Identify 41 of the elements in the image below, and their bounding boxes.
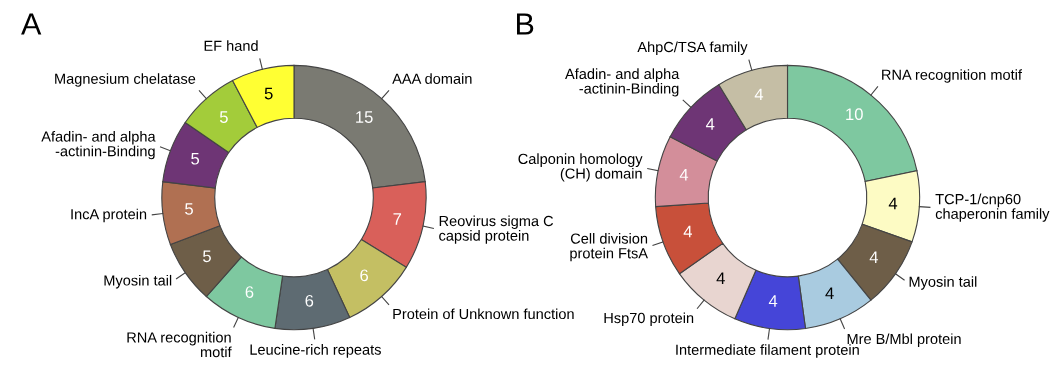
- slice-label: TCP-1/cnp60 chaperonin family: [935, 193, 1050, 222]
- data-label: 4: [888, 197, 898, 210]
- data-label: 5: [185, 203, 193, 215]
- data-label: 4: [679, 168, 689, 181]
- slice-label: Magnesium chelatase: [55, 73, 196, 87]
- data-label: 4: [869, 251, 879, 263]
- data-label: 7: [393, 213, 402, 225]
- slice-label: Leucine-rich repeats: [250, 344, 381, 358]
- data-label: 10: [846, 108, 863, 121]
- data-label: 15: [356, 111, 373, 123]
- data-label: 4: [716, 272, 725, 284]
- data-label: 4: [754, 88, 764, 101]
- slice-label: IncA protein: [71, 208, 147, 223]
- chart-title: A: [21, 13, 42, 35]
- data-label: 4: [768, 295, 778, 307]
- slice-label: Myosin tail: [104, 274, 172, 289]
- slice-label: AhpC/TSA family: [637, 41, 748, 56]
- data-label: 4: [825, 287, 834, 299]
- data-label: 5: [264, 87, 273, 100]
- slice-label: Myosin tail: [909, 276, 977, 290]
- slice-label: Cell division protein FtsA: [570, 233, 648, 262]
- slice-label: Reovirus sigma C capsid protein: [439, 215, 554, 244]
- slice-label: RNA recognition motif: [127, 331, 232, 358]
- slice-label: Calponin homology (CH) domain: [518, 153, 643, 182]
- data-label: 4: [705, 118, 715, 130]
- data-label: 6: [305, 294, 314, 307]
- slice-label: EF hand: [204, 40, 258, 51]
- slice-label: Intermediate filament protein: [676, 344, 859, 358]
- data-label: 5: [203, 250, 211, 263]
- data-label: 6: [360, 269, 369, 282]
- slice-label: Hsp70 protein: [604, 312, 694, 327]
- slice-label: Afadin- and alpha -actinin-Binding: [565, 68, 680, 97]
- data-label: 5: [191, 152, 200, 165]
- chart-title: B: [517, 13, 534, 35]
- slice-label: Protein of Unknown function: [393, 308, 574, 320]
- data-label: 5: [219, 111, 228, 123]
- slice-label: Afadin- and alpha -actinin-Binding: [41, 130, 156, 160]
- slice-label: RNA recognition motif: [882, 69, 1022, 83]
- data-label: 6: [245, 286, 254, 298]
- data-label: 4: [683, 225, 693, 238]
- slice-label: AAA domain: [392, 73, 472, 84]
